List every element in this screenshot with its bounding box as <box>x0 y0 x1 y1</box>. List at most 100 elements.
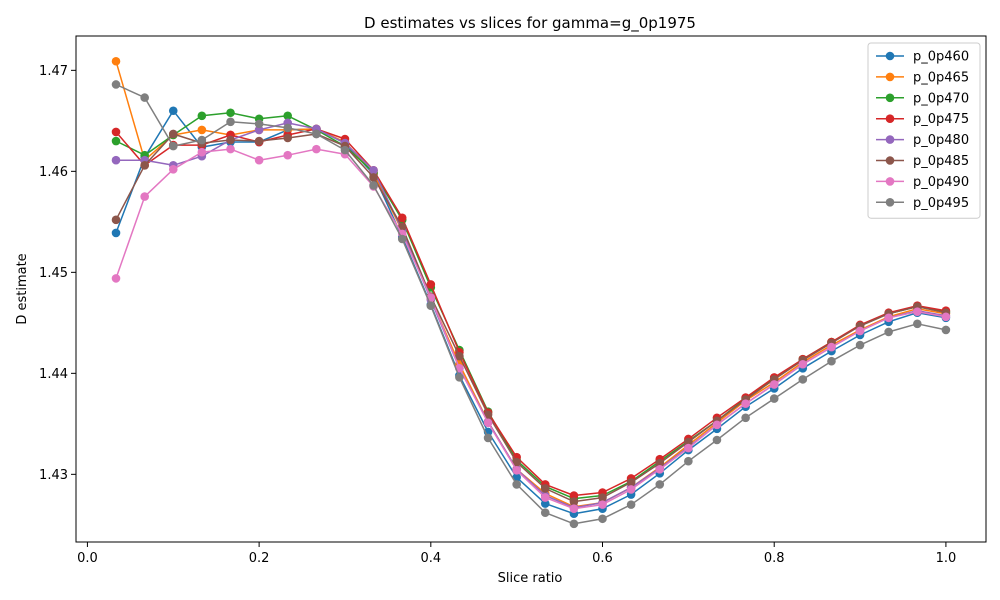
data-point <box>540 493 550 502</box>
x-axis-label: Slice ratio <box>498 571 563 586</box>
data-point <box>254 125 264 135</box>
legend-item: p_0p495 <box>876 196 969 211</box>
x-tick-label: 1.0 <box>936 551 957 566</box>
series-line <box>115 128 947 497</box>
data-point <box>483 410 493 420</box>
data-point <box>111 155 121 165</box>
data-point <box>426 301 436 310</box>
data-point <box>769 394 779 403</box>
series-line <box>115 60 947 508</box>
legend-item: p_0p460 <box>876 50 969 65</box>
data-point <box>197 147 207 157</box>
chart-title: D estimates vs slices for gamma=g_0p1975 <box>364 14 696 33</box>
data-point <box>569 497 579 506</box>
data-point <box>168 129 178 139</box>
legend-swatch-marker <box>885 93 895 103</box>
data-point <box>369 166 378 175</box>
data-point <box>855 340 865 350</box>
data-point <box>884 327 893 337</box>
legend-label: p_0p460 <box>913 50 969 65</box>
legend-label: p_0p485 <box>913 154 969 169</box>
legend-label: p_0p470 <box>913 91 969 106</box>
data-point <box>283 133 293 143</box>
data-point <box>312 129 321 139</box>
series-p_0p465 <box>111 56 951 511</box>
x-tick-label: 0.0 <box>77 551 98 566</box>
data-point <box>626 500 636 509</box>
x-tick-label: 0.4 <box>420 551 441 566</box>
legend-label: p_0p465 <box>913 70 969 85</box>
data-point <box>111 274 121 283</box>
data-point <box>254 155 264 165</box>
legend-swatch-marker <box>885 114 895 123</box>
legend-swatch-marker <box>885 156 895 165</box>
series-p_0p495 <box>111 80 951 529</box>
data-point <box>598 493 607 502</box>
series-line <box>115 148 947 510</box>
data-point <box>540 484 550 493</box>
data-point <box>626 485 636 494</box>
data-point <box>712 435 722 445</box>
data-point <box>741 413 750 423</box>
data-point <box>483 418 493 428</box>
data-point <box>369 181 378 190</box>
data-point <box>769 380 779 389</box>
legend-item: p_0p480 <box>876 133 969 148</box>
data-point <box>855 326 865 336</box>
data-point <box>569 519 579 529</box>
series-p_0p480 <box>111 118 951 512</box>
data-point <box>168 106 178 116</box>
legend-item: p_0p465 <box>876 70 969 85</box>
data-point <box>254 119 264 129</box>
series-p_0p470 <box>111 108 951 503</box>
data-point <box>111 80 121 89</box>
data-point <box>626 478 636 487</box>
legend-swatch-marker <box>885 51 895 61</box>
y-tick-label: 1.46 <box>39 165 68 180</box>
data-point <box>340 145 350 155</box>
data-point <box>512 465 521 475</box>
data-point <box>512 457 521 467</box>
data-point <box>798 359 808 369</box>
data-point <box>684 437 693 447</box>
y-axis-label: D estimate <box>15 253 30 324</box>
legend-label: p_0p490 <box>913 175 969 190</box>
data-point <box>111 56 121 66</box>
data-point <box>283 111 293 121</box>
legend-label: p_0p480 <box>913 133 969 148</box>
data-point <box>226 108 235 118</box>
data-point <box>483 433 493 443</box>
data-point <box>111 136 121 146</box>
series-line <box>115 112 947 500</box>
legend-swatch-marker <box>885 72 895 82</box>
data-point <box>312 144 321 154</box>
data-point <box>512 480 521 489</box>
y-tick-label: 1.47 <box>39 64 68 79</box>
series-p_0p490 <box>111 144 951 513</box>
data-point <box>827 342 836 352</box>
data-point <box>226 144 235 154</box>
x-tick-label: 0.6 <box>592 551 613 566</box>
data-point <box>397 234 407 244</box>
x-tick-label: 0.8 <box>764 551 785 566</box>
legend: p_0p460 p_0p465 p_0p470 p_0p475 p_0p480 p_0p4… <box>867 42 981 219</box>
legend-label: p_0p475 <box>913 112 969 127</box>
data-point <box>111 127 121 137</box>
data-point <box>913 307 922 317</box>
data-point <box>140 192 149 201</box>
data-point <box>455 351 464 361</box>
series-line <box>115 133 947 503</box>
data-point <box>941 325 951 335</box>
plot-area-frame <box>75 35 987 543</box>
data-point <box>197 125 207 135</box>
legend-item: p_0p475 <box>876 112 969 127</box>
data-point <box>827 356 836 366</box>
y-tick-label: 1.44 <box>39 367 68 382</box>
series-line <box>116 122 947 509</box>
data-point <box>655 464 665 474</box>
series-layer <box>111 56 951 529</box>
data-point <box>369 173 378 182</box>
legend-box <box>867 42 981 219</box>
x-axis: 0.0 0.2 0.4 0.6 0.8 1.0 <box>77 542 956 566</box>
